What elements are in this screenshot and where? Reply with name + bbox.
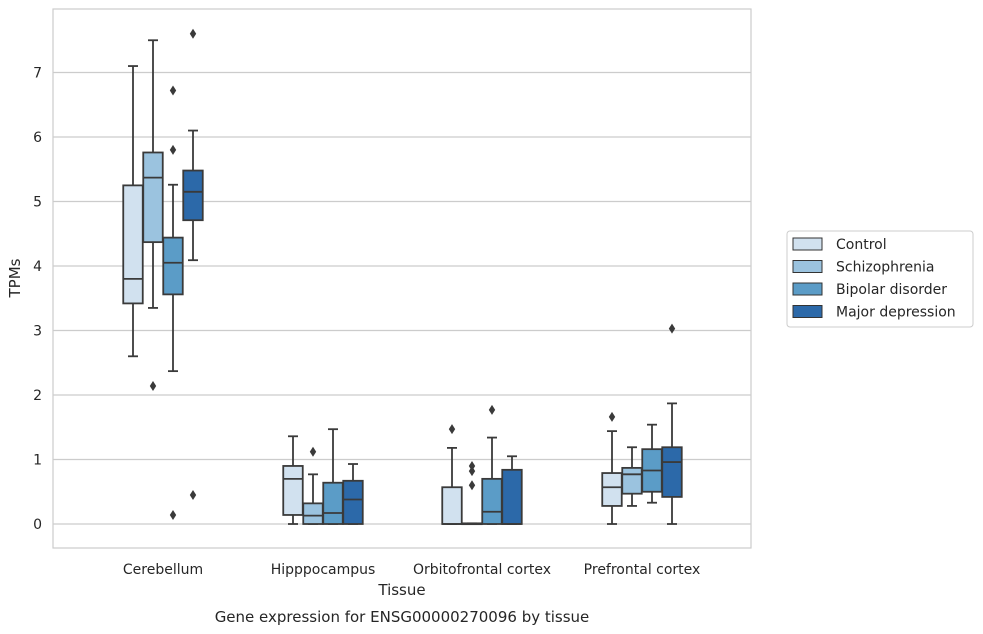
y-tick-label: 7: [33, 66, 42, 82]
box-body: [501, 468, 523, 525]
legend: Control Schizophrenia Bipolar disorder Majo…: [786, 230, 974, 328]
y-tick-label: 5: [33, 195, 42, 211]
outlier-marker: [668, 323, 676, 334]
x-tick-labels: Cerebellum Hipppocampus Orbitofrontal cort…: [123, 562, 700, 578]
box-body: [122, 184, 144, 305]
outlier-marker: [488, 404, 496, 415]
x-tick-label: Orbitofrontal cortex: [413, 562, 551, 578]
legend-label: Control: [836, 237, 887, 253]
x-axis-label: Tissue: [377, 581, 425, 599]
outlier-marker: [468, 466, 476, 477]
outlier-marker: [169, 509, 177, 520]
outlier-marker: [608, 411, 616, 422]
box-0-1: [142, 39, 164, 391]
y-tick-label: 1: [33, 453, 42, 469]
box-2-2: [481, 404, 503, 525]
box-body: [322, 481, 344, 525]
outlier-marker: [448, 424, 456, 435]
box-3-1: [621, 446, 643, 507]
y-tick-label: 6: [33, 130, 42, 146]
box-body: [162, 236, 184, 296]
outlier-marker: [169, 144, 177, 155]
outlier-marker: [189, 28, 197, 39]
legend-swatch: [792, 305, 823, 318]
outlier-marker: [169, 85, 177, 96]
legend-label: Bipolar disorder: [836, 282, 947, 298]
legend-swatch: [792, 282, 823, 296]
box-body: [481, 477, 503, 525]
box-body: [601, 472, 623, 507]
box-1-0: [282, 435, 304, 525]
box-body: [182, 169, 204, 222]
box-body: [302, 502, 324, 525]
y-tick-label: 4: [33, 259, 42, 275]
box-body: [142, 151, 164, 244]
outlier-marker: [309, 446, 317, 457]
y-tick-label: 2: [33, 388, 42, 404]
box-0-3: [182, 28, 204, 500]
box-1-3: [342, 463, 364, 525]
x-tick-label: Prefrontal cortex: [584, 562, 701, 578]
legend-swatch: [792, 260, 823, 273]
y-tick-label: 3: [33, 324, 42, 340]
y-tick-labels: 0 1 2 3 4 5 6 7: [33, 66, 42, 534]
outlier-marker: [468, 460, 476, 471]
y-axis-label: TPMs: [6, 258, 24, 298]
box-body: [621, 466, 643, 495]
box-2-3: [501, 455, 523, 525]
x-tick-label: Cerebellum: [123, 562, 203, 578]
chart-caption: Gene expression for ENSG00000270096 by t…: [215, 608, 590, 626]
x-tick-label: Hipppocampus: [271, 562, 376, 578]
box-2-1: [461, 460, 483, 526]
legend-label: Schizophrenia: [836, 260, 934, 276]
legend-swatch: [792, 237, 823, 251]
box-body: [342, 479, 364, 525]
outlier-marker: [149, 380, 157, 391]
box-3-0: [601, 411, 623, 525]
box-body: [661, 446, 683, 498]
box-2-0: [441, 424, 463, 525]
box-body: [441, 486, 463, 525]
legend-label: Major depression: [836, 305, 956, 321]
outlier-marker: [468, 480, 476, 491]
box-0-2: [162, 85, 184, 520]
legend-frame: [786, 230, 974, 328]
box-0-0: [122, 65, 144, 358]
box-3-3: [661, 323, 683, 525]
outlier-marker: [189, 489, 197, 500]
box-body: [282, 465, 304, 516]
y-tick-label: 0: [33, 517, 42, 533]
box-series: [122, 28, 683, 526]
